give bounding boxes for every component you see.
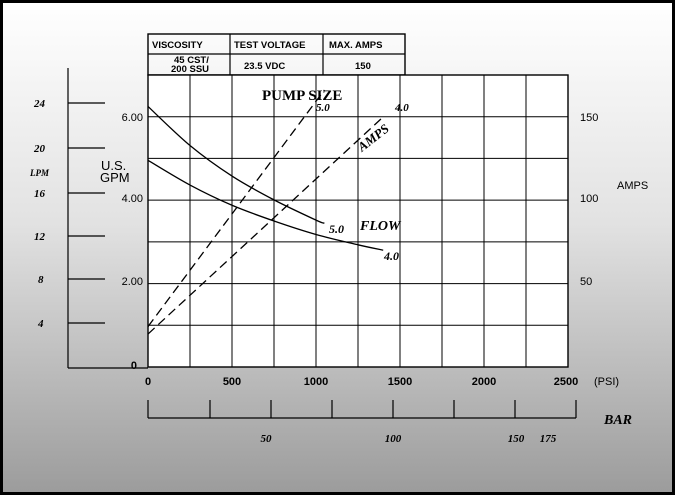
spec-table: VISCOSITY TEST VOLTAGE MAX. AMPS 45 CST/… [147, 33, 406, 76]
lpm-tick-24: 24 [33, 98, 46, 110]
gpm-axis-label-line2: GPM [100, 170, 130, 185]
table-header-viscosity: VISCOSITY [152, 40, 203, 51]
amps-tick-50: 50 [580, 276, 592, 288]
bar-axis: 50 100 150 175 BAR [147, 400, 632, 445]
lpm-axis-label: LPM [29, 168, 50, 178]
lpm-tick-4: 4 [37, 318, 44, 330]
amps-axis: 150 100 50 AMPS [580, 112, 648, 288]
table-max-amps-value: 150 [355, 61, 371, 72]
series-layer [147, 89, 384, 335]
psi-tick-500: 500 [223, 376, 241, 388]
amps-series-label-5-0: 5.0 [316, 102, 330, 114]
amps-line-5-0 [147, 89, 325, 327]
amps-axis-label: AMPS [617, 180, 648, 192]
gpm-axis-label-line1: U.S. [101, 158, 126, 173]
bar-tick-100: 100 [385, 433, 402, 445]
flow-series-label-4-0: 4.0 [383, 249, 399, 263]
amps-tick-150: 150 [580, 112, 598, 124]
table-header-test-voltage: TEST VOLTAGE [234, 40, 305, 51]
lpm-axis: 24 20 16 12 8 4 LPM [29, 68, 148, 369]
psi-tick-0: 0 [145, 376, 151, 388]
psi-tick-1500: 1500 [388, 376, 412, 388]
gpm-tick-2: 2.00 [122, 276, 143, 288]
table-header-max-amps: MAX. AMPS [329, 40, 382, 51]
lpm-tick-16: 16 [34, 188, 46, 200]
lpm-tick-8: 8 [38, 274, 44, 286]
psi-tick-2000: 2000 [472, 376, 496, 388]
table-viscosity-line2: 200 SSU [171, 64, 209, 75]
bar-axis-label: BAR [603, 413, 632, 428]
amps-line-4-0 [147, 116, 384, 335]
gpm-tick-4: 4.00 [122, 193, 143, 205]
lpm-tick-20: 20 [33, 143, 46, 155]
psi-tick-1000: 1000 [304, 376, 328, 388]
psi-axis: 0 500 1000 1500 2000 2500 (PSI) [145, 376, 619, 388]
pump-size-label: PUMP SIZE [262, 88, 342, 104]
gpm-axis: 6.00 4.00 2.00 0 U.S. GPM [100, 112, 143, 372]
flow-curve-5-0 [147, 105, 325, 224]
grid [148, 75, 568, 367]
psi-axis-label: (PSI) [594, 376, 619, 388]
bar-tick-175: 175 [540, 433, 557, 445]
amps-series-label-4-0: 4.0 [394, 102, 409, 114]
flow-curve-4-0 [147, 159, 384, 251]
lpm-tick-12: 12 [34, 231, 46, 243]
psi-tick-2500: 2500 [554, 376, 578, 388]
bar-tick-50: 50 [261, 433, 273, 445]
table-test-voltage-value: 23.5 VDC [244, 61, 285, 72]
plot-border [147, 74, 569, 368]
table-viscosity-line1: 45 CST/ [174, 55, 209, 66]
flow-label: FLOW [359, 219, 402, 234]
flow-series-label-5-0: 5.0 [329, 222, 344, 236]
bar-tick-150: 150 [508, 433, 525, 445]
gpm-tick-6: 6.00 [122, 112, 143, 124]
amps-tick-100: 100 [580, 193, 598, 205]
gpm-tick-0: 0 [131, 360, 137, 372]
